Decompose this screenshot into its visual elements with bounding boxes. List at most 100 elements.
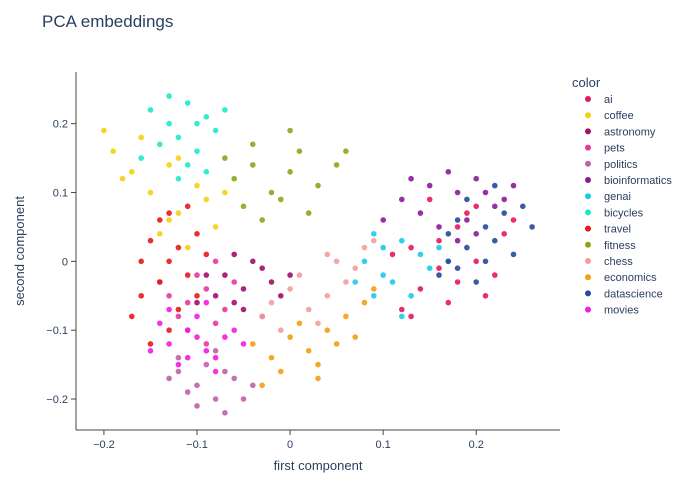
point-economics (250, 341, 256, 347)
y-tick-label: −0.2 (46, 394, 68, 406)
point-bioinformatics (417, 210, 424, 216)
series-politics (166, 348, 256, 416)
point-chess (268, 299, 275, 306)
point-coffee (119, 175, 126, 182)
point-coffee (138, 134, 144, 141)
legend-item-genai[interactable]: genai (585, 191, 631, 203)
point-astronomy (203, 272, 210, 278)
point-chess (361, 244, 368, 251)
point-ai (473, 258, 480, 265)
point-bioinformatics (426, 182, 433, 189)
point-movies (212, 354, 219, 361)
point-genai (399, 237, 405, 244)
x-axis-title: first component (274, 458, 363, 473)
point-datascience (445, 258, 452, 265)
legend-item-fitness[interactable]: fitness (585, 240, 636, 252)
legend-label: genai (604, 191, 631, 203)
point-datascience (529, 224, 535, 230)
point-astronomy (259, 265, 266, 272)
point-pets (212, 320, 219, 327)
point-travel (157, 279, 163, 285)
point-astronomy (194, 299, 200, 306)
point-movies (203, 299, 210, 306)
point-politics (203, 361, 210, 368)
point-genai (426, 265, 433, 272)
series-chess (259, 237, 377, 334)
point-datascience (492, 182, 498, 189)
point-politics (184, 389, 191, 395)
series-genai (352, 231, 452, 320)
point-travel (175, 244, 182, 251)
point-bicycles (175, 134, 182, 141)
legend-item-astronomy[interactable]: astronomy (585, 126, 656, 138)
legend-item-movies[interactable]: movies (585, 305, 639, 317)
point-coffee (175, 210, 182, 216)
x-tick-label: −0.1 (186, 439, 208, 451)
point-movies (157, 320, 163, 327)
point-fitness (259, 217, 266, 223)
point-bioinformatics (408, 175, 414, 182)
point-pets (184, 299, 191, 306)
point-politics (240, 396, 247, 402)
point-bicycles (138, 155, 144, 161)
legend-item-chess[interactable]: chess (585, 256, 633, 268)
point-fitness (231, 175, 237, 182)
legend-item-bicycles[interactable]: bicycles (585, 207, 644, 219)
point-economics (268, 354, 275, 361)
point-datascience (510, 251, 517, 258)
point-bioinformatics (436, 224, 442, 230)
point-fitness (287, 127, 293, 134)
point-datascience (445, 231, 452, 237)
y-tick-label: 0.1 (53, 187, 68, 199)
legend-marker (585, 290, 591, 297)
chart-title: PCA embeddings (42, 12, 173, 31)
point-economics (315, 375, 321, 382)
point-economics (296, 320, 303, 327)
point-bioinformatics (510, 182, 517, 189)
legend-item-coffee[interactable]: coffee (585, 110, 634, 122)
point-movies (240, 341, 247, 347)
point-chess (287, 286, 293, 292)
point-pets (194, 272, 200, 278)
legend-item-politics[interactable]: politics (585, 159, 638, 171)
legend-label: bioinformatics (604, 175, 672, 187)
legend-item-bioinformatics[interactable]: bioinformatics (585, 175, 672, 187)
point-economics (278, 368, 284, 375)
point-coffee (166, 162, 172, 168)
point-chess (352, 265, 359, 272)
point-fitness (240, 203, 247, 210)
series-bioinformatics (380, 169, 517, 244)
point-bicycles (184, 100, 191, 106)
point-bicycles (157, 141, 163, 148)
point-fitness (250, 141, 256, 148)
point-coffee (110, 148, 116, 154)
legend-item-ai[interactable]: ai (585, 94, 613, 106)
point-ai (482, 293, 489, 299)
point-fitness (315, 182, 321, 189)
point-bioinformatics (501, 196, 508, 203)
point-movies (194, 334, 200, 340)
legend-label: datascience (604, 288, 663, 300)
point-genai (408, 293, 414, 299)
legend-item-economics[interactable]: economics (585, 272, 657, 284)
legend-item-datascience[interactable]: datascience (585, 288, 663, 300)
point-fitness (305, 210, 312, 216)
legend-label: movies (604, 305, 639, 317)
legend-item-pets[interactable]: pets (585, 143, 625, 155)
point-movies (184, 327, 191, 334)
series-ai (389, 196, 517, 320)
point-genai (399, 313, 405, 320)
point-astronomy (240, 286, 247, 292)
point-bicycles (166, 93, 172, 99)
point-bioinformatics (454, 237, 461, 244)
point-bicycles (184, 162, 191, 168)
legend-item-travel[interactable]: travel (585, 224, 631, 236)
point-coffee (129, 169, 135, 175)
series-coffee (101, 127, 228, 251)
legend-label: politics (604, 159, 638, 171)
point-politics (212, 348, 219, 354)
point-bioinformatics (482, 189, 489, 196)
point-travel (166, 210, 172, 216)
point-datascience (454, 217, 461, 223)
point-bicycles (212, 127, 219, 134)
